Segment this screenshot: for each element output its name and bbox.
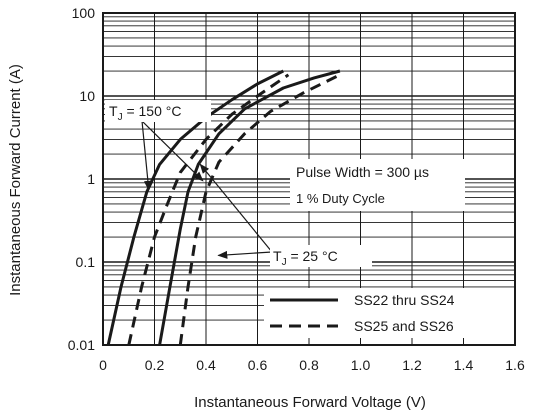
x-tick-label: 0.6 xyxy=(248,357,268,373)
tj-cold-label: TJ = 25 °C xyxy=(273,248,338,268)
y-tick-label: 1 xyxy=(87,171,95,187)
annotation-arrows xyxy=(141,120,273,259)
x-tick-label: 1.4 xyxy=(454,357,474,373)
annotation-arrow xyxy=(141,120,152,191)
series-curve-solid xyxy=(158,69,341,346)
x-tick-label: 0 xyxy=(99,357,107,373)
tick-labels: 0 0.2 0.4 0.6 0.8 1.0 1.2 1.4 1.6 0.01 0.1 1 10 100 xyxy=(68,5,525,373)
y-tick-label: 100 xyxy=(72,5,96,21)
tj-hot-label-background xyxy=(105,100,211,122)
series-curve-dashed xyxy=(178,73,341,346)
plot-frame xyxy=(102,12,516,346)
tj-hot-label: TJ = 150 °C xyxy=(109,103,181,123)
series-curves xyxy=(106,69,341,346)
x-tick-label: 1.0 xyxy=(351,357,371,373)
x-tick-label: 1.6 xyxy=(505,357,525,373)
legend-dashed-label: SS25 and SS26 xyxy=(354,318,454,334)
y-axis-title: Instantaneous Forward Current (A) xyxy=(7,64,24,296)
x-tick-label: 1.2 xyxy=(402,357,422,373)
legend-solid-label: SS22 thru SS24 xyxy=(354,292,455,308)
x-tick-label: 0.4 xyxy=(196,357,216,373)
series-curve-dashed xyxy=(127,73,290,346)
y-tick-label: 0.01 xyxy=(68,337,95,353)
annotation-arrow xyxy=(217,250,273,259)
x-tick-label: 0.8 xyxy=(299,357,319,373)
tj-cold-label-background xyxy=(270,245,372,267)
y-tick-label: 0.1 xyxy=(76,254,96,270)
legend-background xyxy=(264,288,516,338)
x-tick-label: 0.2 xyxy=(145,357,165,373)
pulse-note-background xyxy=(290,159,465,211)
y-tick-label: 10 xyxy=(79,88,95,104)
pulse-width-note: Pulse Width = 300 µs xyxy=(296,164,429,180)
duty-cycle-note: 1 % Duty Cycle xyxy=(296,191,385,206)
series-curve-solid xyxy=(106,69,284,346)
x-axis-title: Instantaneous Forward Voltage (V) xyxy=(194,394,426,411)
